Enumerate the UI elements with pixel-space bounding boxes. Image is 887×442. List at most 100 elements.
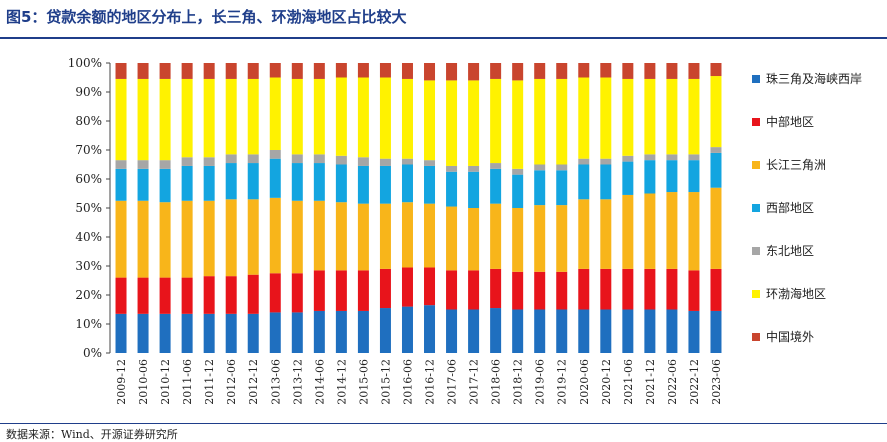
bar-segment-2022-12-s3 <box>688 160 700 193</box>
bar-segment-2012-06-s1 <box>225 276 237 314</box>
bar-segment-2018-12-s1 <box>512 271 524 310</box>
bar-segment-2010-06-s2 <box>137 200 149 278</box>
bar-segment-2010-12-s2 <box>159 202 171 278</box>
bar-segment-2016-06-s4 <box>401 158 413 165</box>
bar-segment-2023-06-s0 <box>710 310 722 353</box>
bar-segment-2017-12-s1 <box>468 270 480 310</box>
bar-segment-2023-06-s4 <box>710 147 722 153</box>
bar-segment-2019-12-s5 <box>556 78 568 165</box>
bar-segment-2015-06-s4 <box>357 157 369 166</box>
bar-segment-2017-12-s5 <box>468 80 480 166</box>
bar-segment-2019-12-s2 <box>556 205 568 272</box>
bar-stack-2015-12 <box>379 63 391 353</box>
bar-stack-2016-12 <box>424 63 436 353</box>
x-tick-label: 2018-06 <box>490 359 503 405</box>
bar-segment-2009-12-s5 <box>115 78 127 161</box>
bar-stack-2022-06 <box>666 63 678 353</box>
x-tick-label: 2013-12 <box>291 359 304 405</box>
bar-segment-2019-06-s0 <box>534 309 546 353</box>
bar-segment-2012-12-s4 <box>247 154 259 164</box>
bar-segment-2009-12-s3 <box>115 168 127 201</box>
bar-segment-2012-12-s3 <box>247 163 259 200</box>
bar-segment-2018-06-s3 <box>490 168 502 204</box>
x-tick-label: 2016-12 <box>424 359 437 405</box>
bar-stack-2020-06 <box>578 63 590 353</box>
legend-item: 西部地区 <box>752 199 814 216</box>
bar-stack-2014-06 <box>313 63 325 353</box>
bar-segment-2014-12-s6 <box>335 63 347 78</box>
bar-stack-2010-06 <box>137 63 149 353</box>
bar-segment-2014-12-s2 <box>335 202 347 271</box>
data-source-note: 数据来源：Wind、开源证券研究所 <box>6 428 178 441</box>
x-tick-label: 2022-12 <box>688 359 701 405</box>
bar-segment-2022-06-s2 <box>666 192 678 269</box>
bar-segment-2017-06-s2 <box>446 206 458 271</box>
bar-segment-2011-12-s6 <box>203 63 215 79</box>
bar-segment-2022-06-s1 <box>666 268 678 310</box>
bar-segment-2012-06-s0 <box>225 313 237 353</box>
x-tick-label: 2014-12 <box>335 359 348 405</box>
bar-segment-2010-12-s1 <box>159 277 171 314</box>
bar-segment-2012-06-s3 <box>225 163 237 200</box>
bar-segment-2012-12-s6 <box>247 63 259 79</box>
bar-stack-2017-12 <box>468 63 480 353</box>
bar-segment-2012-12-s0 <box>247 313 259 353</box>
bar-segment-2016-12-s1 <box>424 267 436 306</box>
legend-item: 珠三角及海峡西岸 <box>752 70 862 87</box>
x-tick-label: 2009-12 <box>115 359 128 405</box>
bar-segment-2013-06-s5 <box>269 77 281 150</box>
bar-segment-2017-06-s6 <box>446 63 458 81</box>
source-divider <box>0 423 887 424</box>
bar-segment-2015-12-s3 <box>379 165 391 204</box>
bar-segment-2014-12-s0 <box>335 310 347 353</box>
bar-stack-2021-12 <box>644 63 656 353</box>
bar-stack-2013-06 <box>269 63 281 353</box>
bar-segment-2014-06-s3 <box>313 163 325 201</box>
bar-stack-2015-06 <box>357 63 369 353</box>
bar-stack-2018-12 <box>512 63 524 353</box>
bar-segment-2013-06-s0 <box>269 312 281 353</box>
bar-segment-2019-06-s2 <box>534 205 546 272</box>
bar-segment-2013-06-s2 <box>269 197 281 274</box>
bar-segment-2010-06-s4 <box>137 160 149 169</box>
bars <box>115 63 722 353</box>
bar-stack-2013-12 <box>291 63 303 353</box>
bar-segment-2016-12-s3 <box>424 165 436 204</box>
legend-label: 中部地区 <box>766 115 815 129</box>
legend-label: 中国境外 <box>766 330 815 344</box>
bar-segment-2018-12-s6 <box>512 63 524 81</box>
bar-segment-2023-06-s2 <box>710 187 722 269</box>
bar-stack-2009-12 <box>115 63 127 353</box>
bar-segment-2011-12-s0 <box>203 313 215 353</box>
bar-segment-2012-12-s1 <box>247 274 259 314</box>
legend-item: 中部地区 <box>752 113 814 130</box>
y-tick-label: 80% <box>75 114 102 128</box>
bar-segment-2009-12-s6 <box>115 63 127 79</box>
legend-swatch <box>752 160 760 169</box>
bar-segment-2021-12-s1 <box>644 268 656 310</box>
bar-segment-2018-06-s5 <box>490 78 502 164</box>
bar-stack-2011-12 <box>203 63 215 353</box>
bar-segment-2016-06-s0 <box>401 306 413 353</box>
bar-segment-2020-06-s4 <box>578 158 590 165</box>
legend-label: 珠三角及海峡西岸 <box>766 72 863 86</box>
x-tick-label: 2015-12 <box>379 359 392 405</box>
bar-segment-2022-06-s4 <box>666 154 678 161</box>
y-tick-label: 20% <box>75 288 102 302</box>
bar-segment-2014-06-s2 <box>313 200 325 271</box>
bar-segment-2014-06-s1 <box>313 270 325 311</box>
bar-segment-2013-06-s6 <box>269 63 281 78</box>
x-tick-label: 2018-12 <box>512 359 525 405</box>
x-tick-label: 2021-06 <box>622 359 635 405</box>
bar-segment-2012-12-s5 <box>247 78 259 155</box>
bar-segment-2010-06-s3 <box>137 168 149 201</box>
y-tick-label: 60% <box>75 172 102 186</box>
bar-segment-2018-12-s5 <box>512 80 524 169</box>
bar-segment-2017-06-s0 <box>446 309 458 353</box>
legend-item: 长江三角洲 <box>752 156 826 173</box>
x-tick-label: 2010-06 <box>137 359 150 405</box>
bar-segment-2010-06-s0 <box>137 313 149 353</box>
bar-segment-2015-12-s1 <box>379 268 391 309</box>
bar-segment-2015-12-s5 <box>379 77 391 159</box>
x-tick-label: 2022-06 <box>666 359 679 405</box>
